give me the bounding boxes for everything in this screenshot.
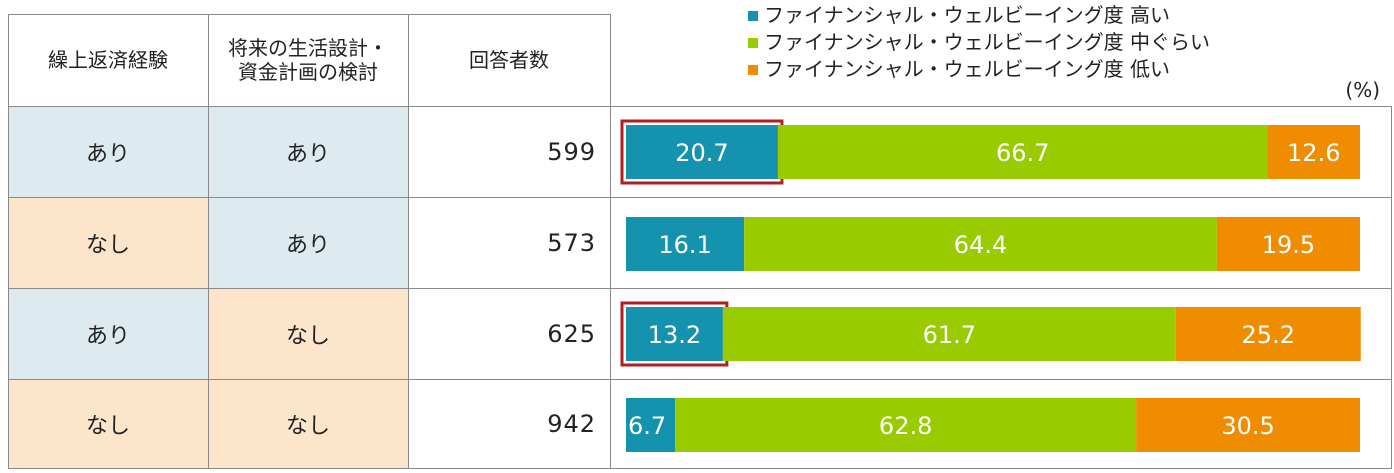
data-table: 繰上返済経験 将来の生活設計・ 資金計画の検討 回答者数 あり あり 599 な… <box>8 14 1392 469</box>
row2-planning: あり <box>208 197 408 288</box>
header-repayment: 繰上返済経験 <box>48 48 168 72</box>
legend-label-low: ファイナンシャル・ウェルビーイング度 低い <box>764 57 1170 81</box>
bar-label-low-row3: 25.2 <box>1242 321 1295 349</box>
legend-swatch-high <box>748 10 758 21</box>
bar-segment-high-row1 <box>626 125 778 179</box>
row3-respondents: 625 <box>547 319 596 348</box>
grid-line <box>8 468 1392 469</box>
chart-legend: ファイナンシャル・ウェルビーイング度 高い ファイナンシャル・ウェルビーイング度… <box>748 2 1210 83</box>
header-planning-line1: 将来の生活設計・ <box>228 36 388 60</box>
row4-repayment: なし <box>8 379 208 469</box>
grid-line <box>8 288 1392 289</box>
header-planning: 将来の生活設計・ 資金計画の検討 <box>208 14 408 106</box>
bar-label-high-row3: 13.2 <box>648 321 701 349</box>
legend-item-high: ファイナンシャル・ウェルビーイング度 高い <box>748 2 1210 29</box>
bar-segment-high-row2 <box>626 217 745 271</box>
row1-planning: あり <box>208 106 408 197</box>
legend-label-high: ファイナンシャル・ウェルビーイング度 高い <box>764 3 1170 27</box>
bar-label-high-row1: 20.7 <box>675 139 728 167</box>
row3-planning: なし <box>208 288 408 379</box>
header-respondents: 回答者数 <box>469 48 549 72</box>
header-planning-line2: 資金計画の検討 <box>238 60 378 84</box>
grid-line <box>8 14 9 469</box>
bar-label-high-row4: 6.7 <box>628 412 666 440</box>
bar-label-mid-row2: 64.4 <box>954 231 1007 259</box>
bar-label-mid-row4: 62.8 <box>879 412 932 440</box>
grid-line <box>408 14 409 469</box>
row4-planning: なし <box>208 379 408 469</box>
legend-swatch-mid <box>748 37 758 48</box>
bar-label-low-row4: 30.5 <box>1221 412 1274 440</box>
bar-segment-low-row2 <box>1216 217 1360 271</box>
grid-line <box>8 379 1392 380</box>
bar-segment-low-row3 <box>1175 307 1361 361</box>
legend-swatch-low <box>748 64 758 75</box>
unit-label: (%) <box>1345 78 1380 102</box>
grid-line <box>208 14 209 469</box>
bar-label-mid-row3: 61.7 <box>923 321 976 349</box>
row4-respondents: 942 <box>547 410 596 438</box>
bar-segment-mid-row1 <box>777 125 1268 179</box>
row1-respondents: 599 <box>547 137 596 166</box>
legend-label-mid: ファイナンシャル・ウェルビーイング度 中ぐらい <box>764 30 1210 54</box>
grid-line <box>610 14 611 469</box>
bar-label-mid-row1: 66.7 <box>996 139 1049 167</box>
bar-segment-low-row1 <box>1267 125 1360 179</box>
row2-respondents: 573 <box>547 228 596 257</box>
grid-line <box>1391 106 1392 469</box>
bar-segment-mid-row4 <box>675 398 1137 452</box>
bar-label-low-row2: 19.5 <box>1262 231 1315 259</box>
bar-label-low-row1: 12.6 <box>1287 139 1340 167</box>
row2-repayment: なし <box>8 197 208 288</box>
grid-line <box>8 197 1392 198</box>
row1-repayment: あり <box>8 106 208 197</box>
row3-repayment: あり <box>8 288 208 379</box>
grid-line <box>8 14 611 15</box>
bar-label-high-row2: 16.1 <box>658 231 711 259</box>
grid-line <box>8 106 1392 107</box>
bar-segment-high-row3 <box>626 307 723 361</box>
legend-item-mid: ファイナンシャル・ウェルビーイング度 中ぐらい <box>748 29 1210 56</box>
bar-segment-high-row4 <box>626 398 676 452</box>
bar-segment-mid-row2 <box>744 217 1217 271</box>
legend-item-low: ファイナンシャル・ウェルビーイング度 低い <box>748 56 1210 83</box>
bar-segment-low-row4 <box>1136 398 1360 452</box>
bar-segment-mid-row3 <box>722 307 1176 361</box>
